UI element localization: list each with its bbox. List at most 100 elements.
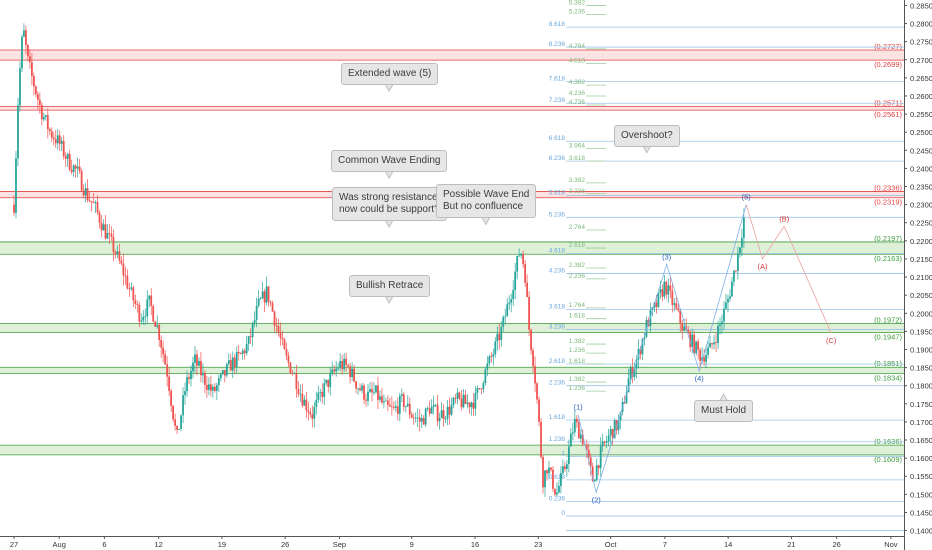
- candle-body: [655, 302, 658, 307]
- candle-body: [641, 339, 644, 355]
- price-tick-label: 0.2050: [910, 291, 932, 300]
- time-tick-label: Oct: [605, 540, 618, 549]
- candle-body: [550, 467, 552, 470]
- candle-body: [182, 395, 184, 416]
- candle-body: [341, 360, 344, 370]
- candle-body: [595, 465, 598, 480]
- candle-body: [211, 386, 214, 391]
- wave-label: (2): [592, 496, 602, 505]
- fib-green-label: 3.382: [569, 177, 586, 184]
- candle-body: [635, 359, 638, 369]
- candle-body: [351, 368, 353, 378]
- fib-blue-label: 5.618: [549, 190, 566, 197]
- candle-body: [619, 411, 622, 421]
- candles: [13, 23, 745, 497]
- time-tick-label: 12: [154, 540, 162, 549]
- candle-body: [120, 260, 123, 264]
- callout-note[interactable]: Was strong resistance now could be suppo…: [332, 187, 447, 221]
- callout-note[interactable]: Common Wave Ending: [331, 150, 448, 172]
- price-tick-label: 0.1650: [910, 436, 932, 445]
- candle-body: [657, 292, 660, 307]
- candle-body: [623, 401, 626, 404]
- candle-body: [88, 200, 91, 202]
- candle-body: [581, 434, 584, 445]
- fib-green-label: 2.382: [569, 262, 586, 269]
- candle-body: [703, 357, 706, 362]
- candle-body: [587, 449, 590, 458]
- candle-body: [575, 418, 578, 423]
- candle-body: [180, 415, 182, 429]
- level-band: [0, 367, 904, 374]
- candle-body: [731, 281, 733, 297]
- fib-green-label: 4.764: [569, 43, 586, 50]
- level-label: (0.2561): [874, 110, 902, 119]
- candle-body: [430, 406, 433, 414]
- candle-body: [170, 390, 173, 406]
- candle-body: [524, 264, 527, 283]
- callout-pointer: [384, 295, 395, 304]
- candle-body: [546, 470, 548, 474]
- candle-body: [235, 351, 238, 367]
- candle-body: [554, 488, 556, 495]
- price-tick-label: 0.1950: [910, 327, 932, 336]
- fib-blue-label: 1.618: [549, 414, 566, 421]
- time-tick-label: 9: [410, 540, 414, 549]
- candle-body: [277, 325, 280, 333]
- candle-body: [98, 212, 101, 223]
- callout-note[interactable]: Possible Wave End But no confluence: [436, 184, 537, 218]
- price-tick-label: 0.2550: [910, 110, 932, 119]
- candle-body: [601, 441, 604, 447]
- candle-body: [709, 343, 711, 348]
- candle-body: [347, 365, 350, 367]
- candle-body: [532, 350, 534, 367]
- candle-body: [530, 329, 532, 351]
- candle-body: [194, 354, 196, 363]
- fib-green-label: 5.236: [569, 8, 586, 15]
- candle-body: [560, 473, 562, 486]
- candle-body: [154, 321, 157, 327]
- time-tick-label: Sep: [333, 540, 346, 549]
- candle-body: [637, 348, 640, 360]
- candle-body: [585, 445, 588, 450]
- candle-body: [565, 464, 568, 469]
- candle-body: [134, 300, 137, 304]
- candle-body: [52, 137, 55, 140]
- candle-body: [482, 383, 485, 390]
- callout-note[interactable]: Bullish Retrace: [349, 275, 431, 297]
- candle-body: [343, 358, 346, 370]
- candle-body: [478, 388, 481, 389]
- candle-body: [375, 385, 377, 393]
- candle-body: [82, 190, 85, 196]
- candle-body: [80, 171, 83, 191]
- candle-body: [15, 158, 17, 213]
- time-axis: 27 Aug 6 12 19 26 Sep 9 16 23 Oct 7 14 21 26 Nov: [0, 536, 904, 549]
- candle-body: [534, 366, 536, 384]
- callout-note[interactable]: Extended wave (5): [341, 63, 439, 85]
- candle-body: [490, 356, 493, 358]
- candle-body: [462, 394, 465, 408]
- candle-body: [323, 383, 326, 397]
- price-tick-label: 0.1900: [910, 345, 932, 354]
- candle-body: [468, 402, 471, 408]
- time-tick-label: Nov: [884, 540, 898, 549]
- candle-body: [659, 289, 662, 293]
- candle-body: [466, 402, 469, 404]
- fib-green-label: 1.236: [569, 385, 586, 392]
- callout-note[interactable]: Must Hold: [694, 400, 754, 422]
- candle-body: [223, 370, 226, 376]
- candle-body: [687, 330, 690, 333]
- candle-body: [331, 369, 334, 374]
- candle-body: [333, 369, 336, 372]
- candle-body: [567, 446, 570, 465]
- candle-body: [371, 389, 373, 393]
- price-axis: 0.2850 0.2800 0.2750 0.2700 0.2650 0.2600 0.25…: [904, 0, 932, 550]
- candle-body: [739, 247, 741, 254]
- candle-body: [34, 86, 37, 95]
- candle-body: [150, 295, 153, 306]
- callout-note[interactable]: Overshoot?: [614, 125, 680, 147]
- candle-body: [253, 319, 256, 323]
- candle-body: [721, 321, 723, 325]
- fib-blue-label: 1: [561, 450, 565, 457]
- candle-body: [301, 393, 304, 406]
